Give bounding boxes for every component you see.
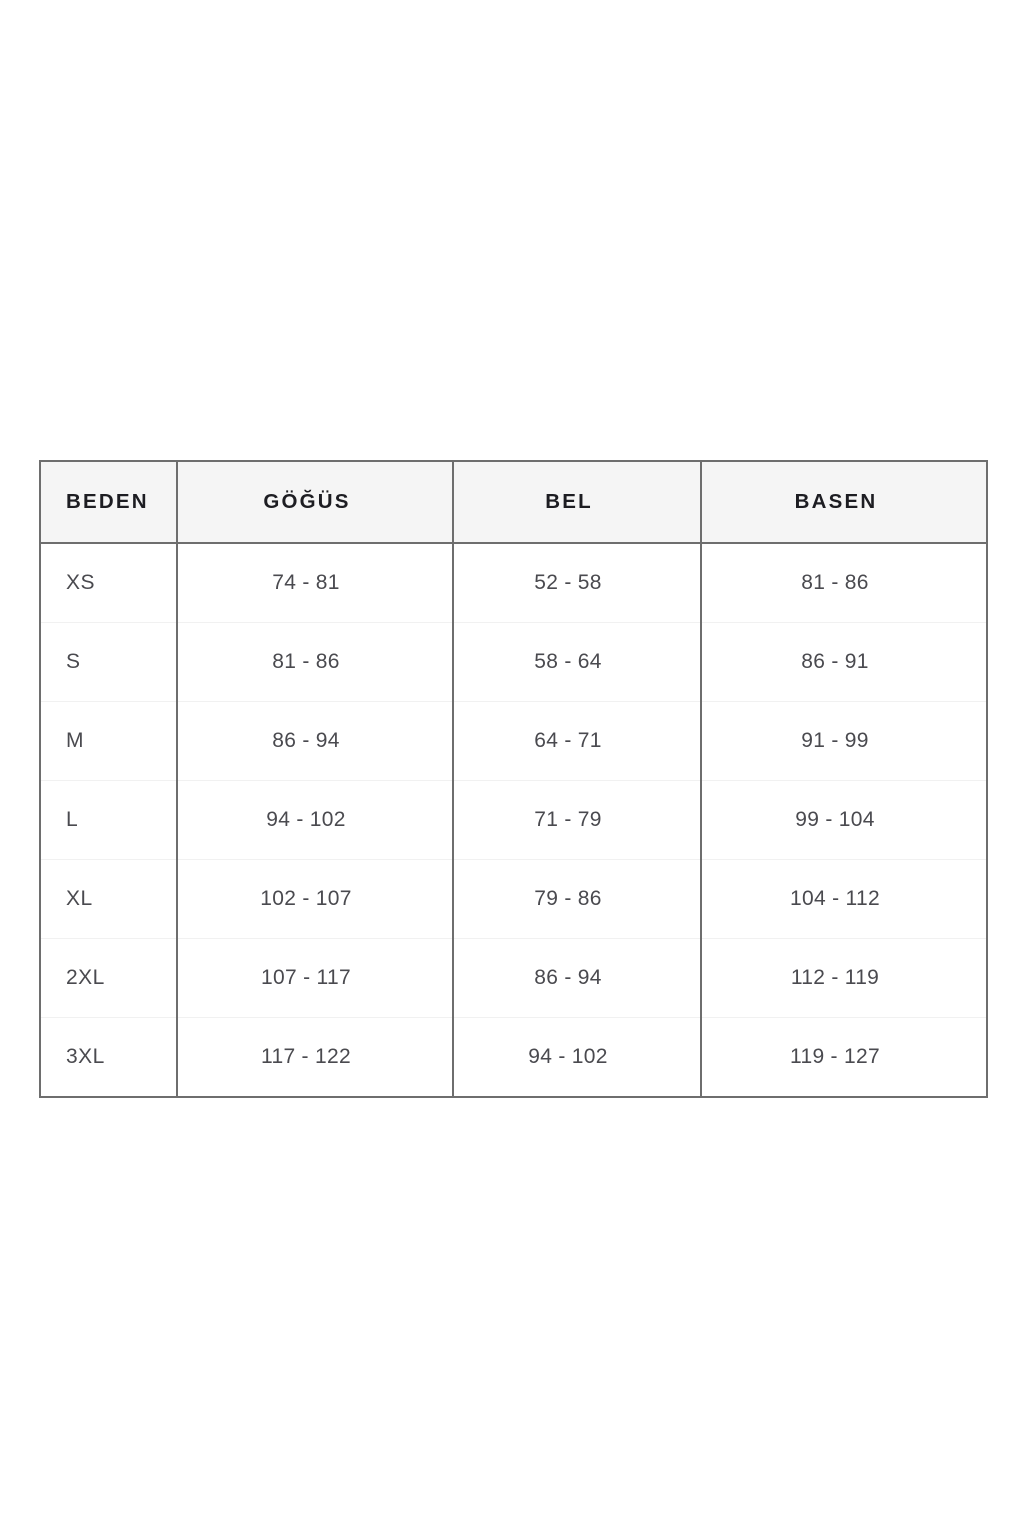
table-header: BEDEN GÖĞÜS BEL BASEN bbox=[40, 461, 987, 544]
table-row: M 86 - 94 64 - 71 91 - 99 bbox=[40, 701, 987, 781]
cell-chest: 107 - 117 bbox=[177, 938, 454, 1018]
cell-hip: 119 - 127 bbox=[701, 1017, 987, 1097]
cell-waist: 71 - 79 bbox=[453, 780, 702, 860]
header-row: BEDEN GÖĞÜS BEL BASEN bbox=[40, 461, 987, 544]
table-row: S 81 - 86 58 - 64 86 - 91 bbox=[40, 622, 987, 702]
cell-waist: 64 - 71 bbox=[453, 701, 702, 781]
table-body: XS 74 - 81 52 - 58 81 - 86 S 81 - 86 58 … bbox=[40, 543, 987, 1097]
cell-hip: 86 - 91 bbox=[701, 622, 987, 702]
cell-hip: 99 - 104 bbox=[701, 780, 987, 860]
cell-size: S bbox=[40, 622, 178, 702]
cell-chest: 94 - 102 bbox=[177, 780, 454, 860]
cell-waist: 94 - 102 bbox=[453, 1017, 702, 1097]
cell-size: L bbox=[40, 780, 178, 860]
column-header-chest: GÖĞÜS bbox=[177, 461, 454, 544]
cell-chest: 102 - 107 bbox=[177, 859, 454, 939]
cell-size: 2XL bbox=[40, 938, 178, 1018]
cell-hip: 104 - 112 bbox=[701, 859, 987, 939]
column-header-hip: BASEN bbox=[701, 461, 987, 544]
cell-hip: 91 - 99 bbox=[701, 701, 987, 781]
cell-waist: 58 - 64 bbox=[453, 622, 702, 702]
cell-hip: 81 - 86 bbox=[701, 543, 987, 623]
cell-size: 3XL bbox=[40, 1017, 178, 1097]
table-row: L 94 - 102 71 - 79 99 - 104 bbox=[40, 780, 987, 860]
cell-chest: 86 - 94 bbox=[177, 701, 454, 781]
table-row: 2XL 107 - 117 86 - 94 112 - 119 bbox=[40, 938, 987, 1018]
cell-chest: 117 - 122 bbox=[177, 1017, 454, 1097]
size-chart-container: BEDEN GÖĞÜS BEL BASEN XS 74 - 81 52 - 58… bbox=[39, 460, 988, 1098]
cell-hip: 112 - 119 bbox=[701, 938, 987, 1018]
cell-size: M bbox=[40, 701, 178, 781]
cell-waist: 86 - 94 bbox=[453, 938, 702, 1018]
size-chart-table: BEDEN GÖĞÜS BEL BASEN XS 74 - 81 52 - 58… bbox=[39, 460, 988, 1098]
table-row: 3XL 117 - 122 94 - 102 119 - 127 bbox=[40, 1017, 987, 1097]
cell-chest: 74 - 81 bbox=[177, 543, 454, 623]
column-header-waist: BEL bbox=[453, 461, 702, 544]
cell-size: XS bbox=[40, 543, 178, 623]
cell-size: XL bbox=[40, 859, 178, 939]
cell-waist: 79 - 86 bbox=[453, 859, 702, 939]
column-header-size: BEDEN bbox=[40, 461, 178, 544]
table-row: XL 102 - 107 79 - 86 104 - 112 bbox=[40, 859, 987, 939]
cell-waist: 52 - 58 bbox=[453, 543, 702, 623]
cell-chest: 81 - 86 bbox=[177, 622, 454, 702]
table-row: XS 74 - 81 52 - 58 81 - 86 bbox=[40, 543, 987, 623]
